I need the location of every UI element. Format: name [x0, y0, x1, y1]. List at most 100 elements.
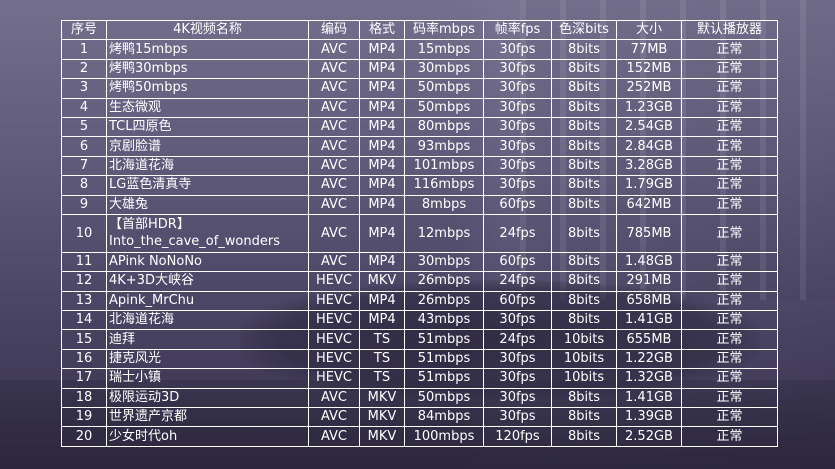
cell-no: 5	[61, 116, 107, 138]
table-row: 20 少女时代oh AVC MKV 100mbps 120fps 8bits 2.52GB 正常	[61, 426, 778, 447]
cell-format: MP4	[359, 58, 405, 80]
cell-format: MP4	[359, 310, 405, 331]
cell-name: 【首部HDR】Into_the_cave_of_wonders	[106, 213, 309, 253]
cell-no: 6	[61, 136, 107, 157]
header-cell-no: 序号	[61, 19, 107, 41]
cell-depth: 8bits	[551, 136, 617, 157]
cell-depth: 8bits	[551, 290, 617, 312]
cell-bitrate: 101mbps	[404, 155, 484, 177]
cell-codec: AVC	[308, 136, 360, 157]
cell-depth: 8bits	[551, 310, 617, 331]
header-cell-bitrate: 码率mbps	[404, 19, 484, 41]
cell-size: 1.41GB	[616, 387, 682, 409]
cell-size: 152MB	[616, 58, 682, 80]
cell-name: 瑞士小镇	[106, 368, 309, 389]
header-cell-name: 4K视频名称	[106, 19, 309, 41]
cell-player: 正常	[681, 290, 778, 312]
cell-size: 642MB	[616, 194, 682, 215]
cell-format: MP4	[359, 97, 405, 118]
cell-name: 北海道花海	[106, 155, 309, 177]
table-row: 19 世界遗产京都 AVC MKV 84mbps 30fps 8bits 1.39GB 正常	[61, 407, 778, 428]
cell-fps: 30fps	[483, 368, 552, 389]
cell-format: MP4	[359, 136, 405, 157]
cell-depth: 10bits	[551, 368, 617, 389]
cell-no: 16	[61, 348, 107, 370]
cell-fps: 24fps	[483, 213, 552, 253]
cell-player: 正常	[681, 116, 778, 138]
table-header-row: 序号 4K视频名称 编码 格式 码率mbps 帧率fps 色深bits 大小 默…	[61, 19, 778, 41]
cell-bitrate: 93mbps	[404, 136, 484, 157]
table-row: 3 烤鸭50mbps AVC MP4 50mbps 30fps 8bits 252MB 正常	[61, 78, 778, 99]
table-row: 1 烤鸭15mbps AVC MP4 15mbps 30fps 8bits 77MB 正常	[61, 39, 778, 60]
cell-no: 7	[61, 155, 107, 177]
cell-no: 14	[61, 310, 107, 331]
cell-fps: 60fps	[483, 290, 552, 312]
cell-size: 2.54GB	[616, 116, 682, 138]
cell-player: 正常	[681, 155, 778, 177]
video-spec-table: 序号 4K视频名称 编码 格式 码率mbps 帧率fps 色深bits 大小 默…	[61, 19, 778, 447]
cell-depth: 8bits	[551, 78, 617, 99]
cell-no: 19	[61, 407, 107, 428]
cell-name: 少女时代oh	[106, 426, 309, 447]
cell-size: 77MB	[616, 39, 682, 60]
cell-fps: 30fps	[483, 155, 552, 177]
cell-size: 2.84GB	[616, 136, 682, 157]
cell-format: MP4	[359, 39, 405, 60]
cell-format: MP4	[359, 290, 405, 312]
cell-fps: 30fps	[483, 136, 552, 157]
cell-codec: AVC	[308, 251, 360, 273]
header-cell-depth: 色深bits	[551, 19, 617, 41]
cell-size: 785MB	[616, 213, 682, 253]
cell-depth: 8bits	[551, 39, 617, 60]
cell-size: 1.48GB	[616, 251, 682, 273]
table-row: 9 大雄兔 AVC MP4 8mbps 60fps 8bits 642MB 正常	[61, 194, 778, 215]
table-row: 6 京剧脸谱 AVC MP4 93mbps 30fps 8bits 2.84GB 正常	[61, 136, 778, 157]
cell-depth: 8bits	[551, 213, 617, 253]
cell-depth: 8bits	[551, 116, 617, 138]
cell-size: 252MB	[616, 78, 682, 99]
cell-name: 世界遗产京都	[106, 407, 309, 428]
cell-size: 1.32GB	[616, 368, 682, 389]
cell-size: 291MB	[616, 271, 682, 292]
cell-player: 正常	[681, 329, 778, 350]
table-row: 8 LG蓝色清真寺 AVC MP4 116mbps 30fps 8bits 1.79GB 正常	[61, 175, 778, 196]
cell-depth: 8bits	[551, 426, 617, 447]
cell-bitrate: 30mbps	[404, 58, 484, 80]
cell-fps: 30fps	[483, 407, 552, 428]
cell-fps: 60fps	[483, 194, 552, 215]
cell-format: MKV	[359, 407, 405, 428]
cell-format: MP4	[359, 175, 405, 196]
cell-no: 15	[61, 329, 107, 350]
cell-bitrate: 15mbps	[404, 39, 484, 60]
table-row: 17 瑞士小镇 HEVC TS 51mbps 30fps 10bits 1.32GB 正常	[61, 368, 778, 389]
cell-bitrate: 100mbps	[404, 426, 484, 447]
cell-name: 大雄兔	[106, 194, 309, 215]
cell-player: 正常	[681, 78, 778, 99]
cell-no: 9	[61, 194, 107, 215]
cell-player: 正常	[681, 213, 778, 253]
cell-size: 1.23GB	[616, 97, 682, 118]
cell-no: 4	[61, 97, 107, 118]
cell-player: 正常	[681, 407, 778, 428]
cell-name: 极限运动3D	[106, 387, 309, 409]
cell-codec: AVC	[308, 194, 360, 215]
cell-bitrate: 84mbps	[404, 407, 484, 428]
cell-player: 正常	[681, 310, 778, 331]
cell-bitrate: 116mbps	[404, 175, 484, 196]
cell-format: MP4	[359, 251, 405, 273]
cell-depth: 8bits	[551, 387, 617, 409]
cell-format: MKV	[359, 271, 405, 292]
cell-fps: 30fps	[483, 387, 552, 409]
cell-fps: 30fps	[483, 116, 552, 138]
cell-bitrate: 30mbps	[404, 251, 484, 273]
table-row: 11 APink NoNoNo AVC MP4 30mbps 60fps 8bits 1.48…	[61, 251, 778, 273]
cell-fps: 30fps	[483, 310, 552, 331]
cell-player: 正常	[681, 39, 778, 60]
header-cell-fps: 帧率fps	[483, 19, 552, 41]
cell-bitrate: 43mbps	[404, 310, 484, 331]
cell-fps: 30fps	[483, 39, 552, 60]
cell-player: 正常	[681, 175, 778, 196]
cell-name: 捷克风光	[106, 348, 309, 370]
cell-format: MKV	[359, 426, 405, 447]
cell-depth: 8bits	[551, 97, 617, 118]
